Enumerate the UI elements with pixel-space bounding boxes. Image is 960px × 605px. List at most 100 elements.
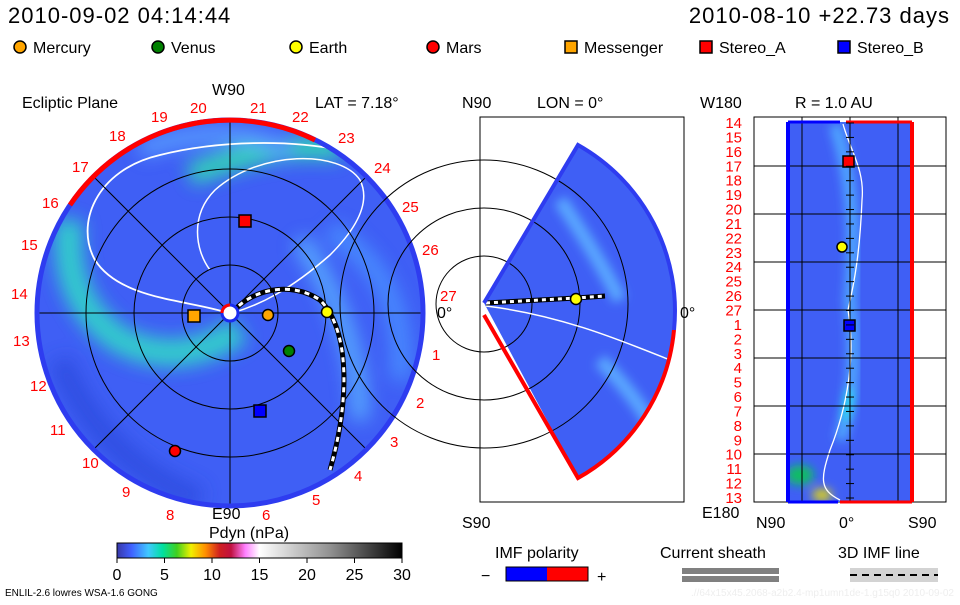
radial-day-label: 8 [734,418,742,435]
ecliptic-day-label: 13 [13,333,30,350]
ecliptic-day-label: 23 [338,130,355,147]
ecliptic-day-label: 8 [166,507,174,524]
ecliptic-day-label: 19 [151,109,168,126]
radial-day-label: 23 [725,245,742,262]
imf-polarity-title: IMF polarity [495,545,579,562]
earth-marker [320,305,334,319]
legend-marker-icon [426,40,440,54]
current-sheath-legend: Current sheath [660,545,779,582]
meridional-s90-label: S90 [462,515,491,532]
radial-day-label: 10 [725,447,742,464]
legend-item-stereo-b: Stereo_B [837,40,924,57]
imf-plus-label: + [597,569,606,586]
legend-label: Stereo_A [719,40,786,57]
radial-day-label: 25 [725,274,742,291]
ecliptic-0-label: 0° [437,305,452,322]
model-label: ENLIL-2.6 lowres WSA-1.6 GONG [5,588,158,599]
radial-day-label: 2 [734,331,742,348]
ecliptic-day-label: 1 [432,347,440,364]
legend-label: Stereo_B [857,40,924,57]
ecliptic-density-map [37,120,423,506]
ecliptic-day-label: 18 [109,128,126,145]
radial-day-label: 12 [725,476,742,493]
ecliptic-day-label: 27 [440,288,457,305]
colorbar: Pdyn (nPa) 0 5 10 15 20 25 30 [113,525,411,584]
ecliptic-day-label: 9 [122,484,130,501]
legend-item-mercury: Mercury [13,40,91,57]
mercury-marker [261,308,275,322]
meridional-n90-label: N90 [462,95,491,112]
imf-polarity-legend: IMF polarity − + [481,545,606,586]
radial-day-label: 1 [734,317,742,334]
ecliptic-day-label: 2 [416,395,424,412]
imf-line-legend: 3D IMF line [838,545,938,582]
ecliptic-day-label: 10 [82,455,99,472]
radial-0-label: 0° [839,515,854,532]
stereo-b-marker-radial [843,319,856,332]
legend-item-messenger: Messenger [564,40,664,57]
radius-label: R = 1.0 AU [795,95,873,112]
radial-day-label: 13 [725,490,742,507]
ecliptic-day-label: 4 [354,468,362,485]
legend-label: Mars [446,40,482,57]
legend-marker-icon [289,40,303,54]
legend-marker-icon [13,40,27,54]
object-legend: Mercury Venus Earth Mars Messenger Stereo_A St… [13,40,924,57]
earth-marker-radial [836,241,848,253]
ecliptic-day-label: 26 [422,242,439,259]
legend-marker-icon [564,40,578,54]
radial-day-label: 20 [725,202,742,219]
ecliptic-day-label: 16 [42,195,59,212]
radial-day-label: 9 [734,432,742,449]
ecliptic-plane-panel: Ecliptic Plane W90 LAT = 7.18° 0° [11,82,457,524]
longitude-label: LON = 0° [537,95,603,112]
radial-day-label: 22 [725,230,742,247]
reference-time: 2010-08-10 +22.73 days [689,3,950,28]
legend-label: Messenger [584,40,664,57]
legend-marker-icon [699,40,713,54]
radial-day-label: 17 [725,158,742,175]
colorbar-tick-label: 20 [298,567,316,584]
radial-day-label: 15 [725,129,742,146]
radial-day-label: 26 [725,288,742,305]
radial-day-label: 7 [734,403,742,420]
stereo-b-marker [253,404,267,418]
legend-label: Earth [309,40,347,57]
ecliptic-day-label: 5 [312,492,320,509]
imf-positive-swatch [547,567,588,581]
radial-e180-label: E180 [702,505,739,522]
radial-day-label: 24 [725,259,742,276]
positive-polarity-arc [67,117,317,207]
colorbar-tick-label: 25 [346,567,364,584]
planet-markers [168,214,334,458]
radial-day-label: 3 [734,346,742,363]
ecliptic-day-label: 12 [30,378,47,395]
radial-day-label: 16 [725,144,742,161]
radial-day-label: 19 [725,187,742,204]
ecliptic-day-label: 20 [190,100,207,117]
colorbar-title: Pdyn (nPa) [209,525,289,542]
stereo-a-marker-radial [842,155,855,168]
ecliptic-day-label: 25 [402,199,419,216]
radial-day-label: 6 [734,389,742,406]
ecliptic-e90-label: E90 [212,506,241,523]
ecliptic-day-label: 14 [11,286,28,303]
ecliptic-day-label: 22 [292,109,309,126]
ecliptic-title: Ecliptic Plane [22,95,118,112]
radial-day-label: 11 [726,461,742,478]
radial-day-label: 21 [725,216,742,233]
simulation-time: 2010-09-02 04:14:44 [8,3,231,28]
colorbar-tick-label: 5 [160,567,169,584]
radial-w180-label: W180 [700,95,742,112]
colorbar-gradient [116,542,403,559]
radial-panel: 1415161718192021222324252627123456789101… [700,95,947,532]
legend-item-stereo-a: Stereo_A [699,40,786,57]
ecliptic-day-label: 24 [374,160,391,177]
ecliptic-day-label: 11 [50,422,66,439]
legend-marker-icon [837,40,851,54]
ecliptic-day-label: 17 [72,159,89,176]
imf-negative-swatch [506,567,547,581]
ecliptic-day-label: 6 [262,507,270,524]
colorbar-tick-label: 15 [251,567,269,584]
legend-item-venus: Venus [151,40,215,57]
